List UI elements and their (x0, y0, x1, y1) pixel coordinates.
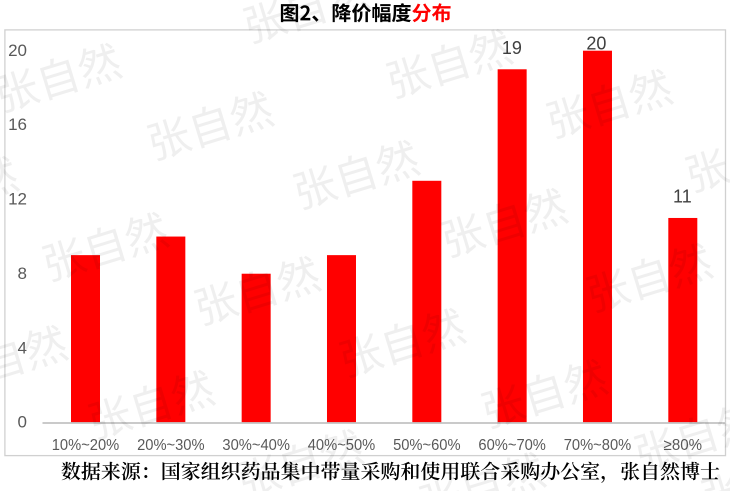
svg-text:12: 12 (8, 190, 27, 209)
svg-text:0: 0 (18, 413, 27, 432)
svg-text:60%~70%: 60%~70% (478, 437, 546, 454)
svg-text:50%~60%: 50%~60% (393, 437, 461, 454)
svg-text:16: 16 (8, 115, 27, 134)
svg-text:10%~20%: 10%~20% (52, 437, 120, 454)
svg-text:4: 4 (18, 338, 27, 357)
svg-text:70%~80%: 70%~80% (564, 437, 632, 454)
svg-text:11: 11 (673, 186, 692, 206)
svg-text:20: 20 (586, 34, 606, 54)
svg-text:20%~30%: 20%~30% (137, 437, 205, 454)
svg-text:8: 8 (18, 264, 27, 283)
svg-text:20: 20 (8, 41, 27, 60)
svg-text:30%~40%: 30%~40% (222, 437, 290, 454)
svg-text:19: 19 (502, 38, 522, 58)
